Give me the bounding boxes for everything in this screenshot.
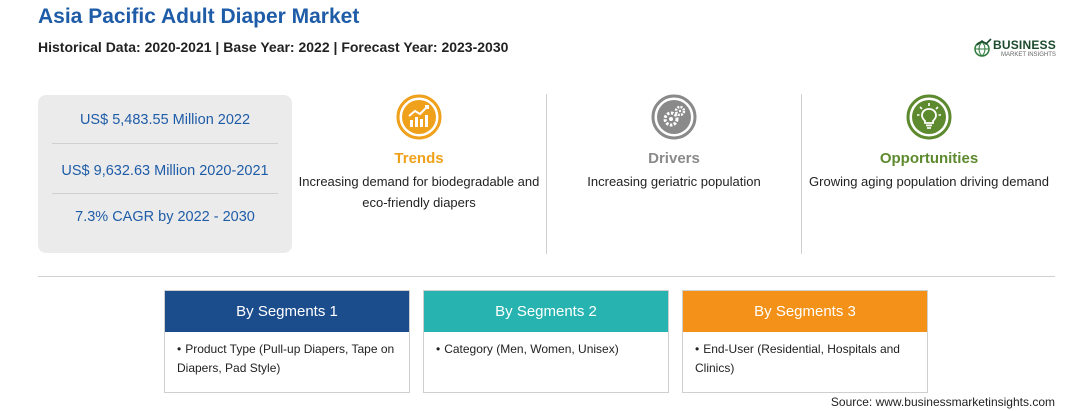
feature-title: Drivers bbox=[648, 150, 700, 167]
feature-trends: Trends Increasing demand for biodegradab… bbox=[292, 94, 546, 213]
logo-globe-icon bbox=[974, 38, 992, 57]
stat-divider bbox=[52, 193, 278, 194]
segment-item-text: Product Type (Pull-up Diapers, Tape on D… bbox=[177, 342, 395, 375]
logo-tagline: MARKET INSIGHTS bbox=[1001, 52, 1056, 58]
segment-card-3: By Segments 3 • End-User (Residential, Ho… bbox=[682, 290, 928, 393]
logo-name: BUSINESS bbox=[993, 38, 1056, 52]
bullet-icon: • bbox=[436, 342, 441, 356]
feature-drivers: Drivers Increasing geriatric population bbox=[547, 94, 801, 192]
lightbulb-icon bbox=[906, 94, 952, 140]
list-item: • Category (Men, Women, Unisex) bbox=[436, 340, 662, 359]
bullet-icon: • bbox=[177, 342, 182, 356]
feature-title: Opportunities bbox=[879, 150, 979, 167]
page-title: Asia Pacific Adult Diaper Market bbox=[38, 5, 360, 28]
column-divider bbox=[801, 94, 802, 254]
source-link[interactable]: Source: www.businessmarketinsights.com bbox=[830, 395, 1055, 409]
gears-icon bbox=[651, 94, 697, 140]
column-divider bbox=[546, 94, 547, 254]
segment-header[interactable]: By Segments 3 bbox=[683, 291, 927, 332]
segment-list: • Category (Men, Women, Unisex) bbox=[424, 332, 668, 359]
feature-opportunities: Opportunities Growing aging population d… bbox=[802, 94, 1056, 192]
stat-divider bbox=[52, 143, 278, 144]
segment-card-2: By Segments 2 • Category (Men, Women, Uni… bbox=[423, 290, 669, 393]
market-stats-panel: US$ 5,483.55 Million 2022 US$ 9,632.63 M… bbox=[38, 95, 292, 253]
segment-header[interactable]: By Segments 2 bbox=[424, 291, 668, 332]
company-logo[interactable]: BUSINESS MARKET INSIGHTS bbox=[973, 37, 1063, 63]
trending-chart-icon bbox=[396, 94, 442, 140]
section-divider bbox=[38, 276, 1055, 277]
stat-cagr: 7.3% CAGR by 2022 - 2030 bbox=[75, 209, 255, 225]
feature-description: Growing aging population driving demand bbox=[809, 174, 1049, 189]
segment-list: • End-User (Residential, Hospitals and Cl… bbox=[683, 332, 927, 378]
list-item: • Product Type (Pull-up Diapers, Tape on … bbox=[177, 340, 403, 378]
list-item: • End-User (Residential, Hospitals and Cl… bbox=[695, 340, 921, 378]
segment-list: • Product Type (Pull-up Diapers, Tape on … bbox=[165, 332, 409, 378]
segment-item-text: End-User (Residential, Hospitals and Cli… bbox=[695, 342, 900, 375]
segment-header[interactable]: By Segments 1 bbox=[165, 291, 409, 332]
feature-title: Trends bbox=[394, 150, 444, 167]
segment-card-1: By Segments 1 • Product Type (Pull-up Dia… bbox=[164, 290, 410, 393]
segment-item-text: Category (Men, Women, Unisex) bbox=[444, 342, 619, 356]
stat-historical-value: US$ 9,632.63 Million 2020-2021 bbox=[61, 163, 269, 179]
feature-description: Increasing demand for biodegradable and … bbox=[298, 174, 540, 210]
page-subtitle: Historical Data: 2020-2021 | Base Year: … bbox=[38, 39, 509, 55]
feature-description: Increasing geriatric population bbox=[587, 174, 761, 189]
stat-market-value-2022: US$ 5,483.55 Million 2022 bbox=[79, 112, 251, 128]
bullet-icon: • bbox=[695, 342, 700, 356]
